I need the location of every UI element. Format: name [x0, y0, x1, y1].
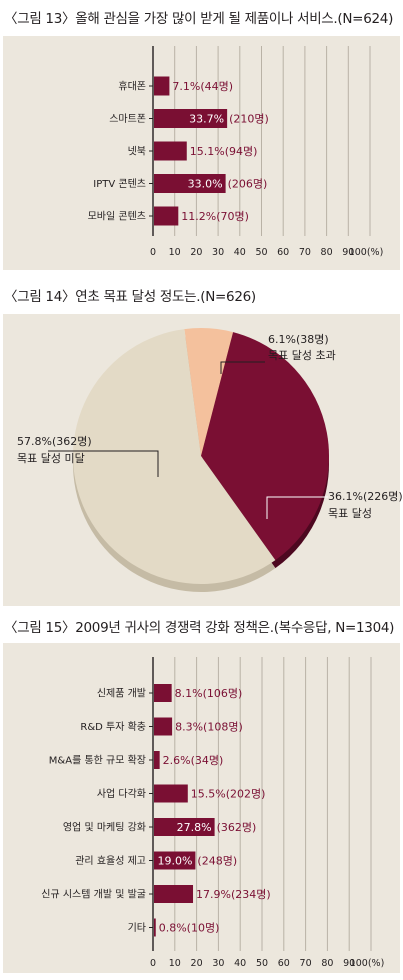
pie-leader-line	[220, 361, 265, 374]
x-tick-label: 90	[343, 958, 355, 969]
fig15-panel: 신제품 개발 8.1%(106명) R&D 투자 확충 8.3%(108명) M&A를 …	[3, 643, 400, 973]
pie-value-label: 6.1%(38명)	[268, 333, 329, 346]
bar-value-label: 7.1%(44명)	[172, 80, 233, 93]
pie-slice-name: 목표 달성 미달	[17, 452, 85, 465]
x-tick-label: 60	[277, 247, 289, 258]
fig14-title: 〈그림 14〉연초 목표 달성 정도는.(N=626)	[4, 289, 256, 305]
category-label: 영업 및 마케팅 강화	[63, 821, 146, 834]
pie-value-label: 36.1%(226명)	[328, 490, 403, 503]
x-tick-label: 20	[191, 958, 203, 969]
category-label: 신제품 개발	[97, 688, 146, 700]
fig15-bar-chart: 신제품 개발 8.1%(106명) R&D 투자 확충 8.3%(108명) M&A를 …	[41, 657, 385, 969]
pie-slice	[184, 328, 234, 456]
bar-value-label: 17.9%(234명)	[196, 888, 271, 901]
x-tick-label: 50	[255, 247, 267, 258]
bar-count-label: (248명)	[197, 855, 237, 868]
category-label: 기타	[128, 922, 146, 934]
bar	[154, 684, 172, 702]
bar	[154, 174, 226, 193]
x-tick-label: 70	[300, 958, 312, 969]
category-label: 휴대폰	[118, 81, 146, 93]
bar	[154, 109, 228, 128]
x-tick-label: 70	[299, 247, 311, 258]
bar-value-label: 2.6%(34명)	[163, 754, 224, 767]
bar	[154, 885, 194, 903]
pie-leader-line	[266, 496, 328, 519]
pie-slice	[201, 332, 329, 561]
x-tick-label: 80	[321, 958, 333, 969]
x-tick-label: 30	[212, 958, 224, 969]
pie-slice	[73, 329, 276, 584]
x-tick-label: 0	[150, 958, 156, 969]
x-tick-label: 40	[234, 958, 246, 969]
bar-count-label: (362명)	[217, 821, 257, 834]
fig13-title: 〈그림 13〉올해 관심을 가장 많이 받게 될 제품이나 서비스.(N=624…	[4, 11, 394, 27]
x-tick-label: 10	[169, 958, 181, 969]
category-label: M&A를 통한 규모 확장	[49, 755, 146, 767]
category-label: 사업 다각화	[97, 787, 146, 800]
fig13-bar-chart: 휴대폰 7.1%(44명) 스마트폰 33.7% (210명) 넷북 15.1%(94명) I…	[88, 46, 384, 258]
bar	[154, 206, 179, 226]
bar-value-label: 0.8%(10명)	[159, 922, 220, 935]
x-tick-label: 0	[150, 247, 156, 258]
x-tick-label: 20	[190, 247, 202, 258]
bar-value-label: 8.3%(108명)	[175, 721, 243, 734]
bar	[154, 918, 156, 937]
bar	[154, 818, 215, 836]
fig15-title: 〈그림 15〉2009년 귀사의 경쟁력 강화 정책은.(복수응답, N=130…	[4, 620, 395, 636]
x-tick-label: 100(%)	[350, 958, 385, 969]
pie-slice-name: 목표 달성	[328, 507, 372, 520]
bar-value-label: 33.7%	[189, 113, 224, 126]
category-label: 신규 시스템 개발 및 발굴	[41, 889, 146, 901]
bar-value-label: 15.1%(94명)	[190, 145, 258, 158]
bar-value-label: 8.1%(106명)	[175, 687, 243, 700]
x-tick-label: 40	[234, 247, 246, 258]
x-tick-label: 80	[321, 247, 333, 258]
x-tick-label: 30	[212, 247, 224, 258]
x-tick-label: 10	[169, 247, 181, 258]
bar	[154, 851, 196, 870]
fig14-panel: 6.1%(38명) 목표 달성 초과 36.1%(226명) 목표 달성 57.8%(3…	[3, 314, 403, 606]
bar-value-label: 19.0%	[157, 855, 192, 868]
fig13-panel: 휴대폰 7.1%(44명) 스마트폰 33.7% (210명) 넷북 15.1%(94명) I…	[3, 36, 400, 270]
bar-value-label: 27.8%	[177, 821, 212, 834]
bar-count-label: (206명)	[228, 178, 268, 191]
bar-count-label: (210명)	[229, 113, 269, 126]
pie-slice-name: 목표 달성 초과	[268, 349, 336, 362]
x-tick-label: 50	[256, 958, 268, 969]
bar-value-label: 11.2%(70명)	[181, 210, 249, 223]
bar-value-label: 33.0%	[188, 178, 223, 191]
category-label: R&D 투자 확충	[80, 721, 146, 733]
bar	[154, 751, 160, 769]
bar	[154, 784, 188, 803]
category-label: 모바일 콘텐츠	[88, 211, 146, 223]
bar-value-label: 15.5%(202명)	[191, 788, 266, 801]
x-tick-label: 90	[342, 247, 354, 258]
category-label: 넷북	[128, 146, 146, 158]
bar	[154, 717, 173, 736]
category-label: 관리 효율성 제고	[75, 855, 146, 867]
category-label: IPTV 콘텐츠	[93, 178, 146, 190]
pie-value-label: 57.8%(362명)	[17, 435, 92, 448]
fig14-pie-chart: 6.1%(38명) 목표 달성 초과 36.1%(226명) 목표 달성 57.8%(3…	[17, 328, 403, 592]
pie-leader-line	[48, 450, 159, 477]
bar	[154, 76, 170, 96]
x-tick-label: 60	[278, 958, 290, 969]
category-label: 스마트폰	[109, 113, 146, 125]
x-tick-label: 100(%)	[349, 247, 384, 258]
bar	[154, 141, 187, 161]
